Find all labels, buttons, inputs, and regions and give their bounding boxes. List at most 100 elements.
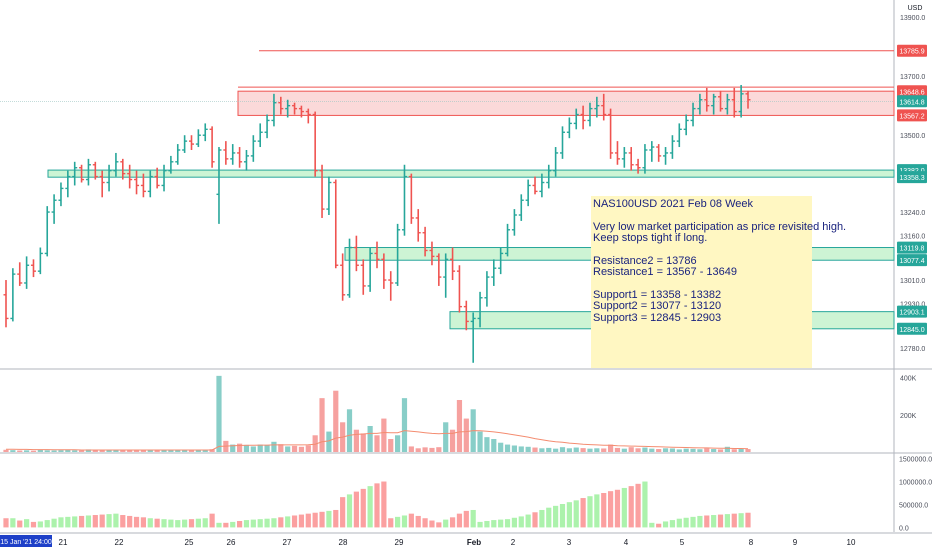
volume-bar[interactable]: [78, 450, 85, 452]
oscillator-bar[interactable]: [285, 516, 291, 528]
oscillator-bar[interactable]: [257, 519, 263, 528]
volume-bar[interactable]: [566, 448, 572, 452]
volume-bar[interactable]: [539, 448, 545, 452]
oscillator-bar[interactable]: [388, 518, 394, 528]
oscillator-bar[interactable]: [463, 510, 469, 528]
oscillator-bar[interactable]: [724, 514, 730, 528]
volume-bar[interactable]: [456, 400, 463, 452]
oscillator-bar[interactable]: [106, 514, 112, 528]
oscillator-bar[interactable]: [601, 493, 607, 528]
volume-bar[interactable]: [285, 446, 291, 452]
volume-bar[interactable]: [65, 449, 71, 452]
volume-bar[interactable]: [99, 450, 105, 452]
oscillator-bar[interactable]: [731, 513, 737, 528]
oscillator-bar[interactable]: [154, 518, 160, 528]
oscillator-bar[interactable]: [607, 491, 614, 528]
oscillator-bar[interactable]: [511, 517, 518, 528]
oscillator-bar[interactable]: [250, 519, 256, 528]
oscillator-bar[interactable]: [243, 520, 250, 528]
oscillator-bar[interactable]: [456, 513, 463, 528]
oscillator-bar[interactable]: [443, 519, 449, 528]
volume-bar[interactable]: [278, 444, 284, 452]
oscillator-bar[interactable]: [78, 515, 85, 528]
oscillator-bar[interactable]: [340, 497, 346, 528]
oscillator-bar[interactable]: [360, 488, 366, 528]
volume-bar[interactable]: [408, 446, 414, 452]
oscillator-bar[interactable]: [58, 517, 64, 528]
oscillator-bar[interactable]: [539, 509, 545, 528]
oscillator-bar[interactable]: [312, 512, 318, 528]
volume-bar[interactable]: [559, 447, 566, 452]
volume-bar[interactable]: [649, 448, 655, 452]
volume-bar[interactable]: [3, 449, 9, 452]
oscillator-bar[interactable]: [614, 489, 621, 528]
oscillator-bar[interactable]: [449, 517, 456, 528]
volume-bar[interactable]: [51, 450, 57, 452]
oscillator-bar[interactable]: [113, 513, 119, 528]
volume-bar[interactable]: [326, 431, 332, 452]
oscillator-bar[interactable]: [223, 522, 229, 528]
volume-bar[interactable]: [711, 449, 717, 452]
oscillator-bar[interactable]: [353, 491, 359, 528]
volume-bar[interactable]: [312, 435, 318, 452]
volume-bar[interactable]: [44, 450, 50, 452]
oscillator-bar[interactable]: [676, 518, 682, 528]
volume-bar[interactable]: [10, 450, 16, 452]
volume-bar[interactable]: [498, 442, 504, 452]
oscillator-bar[interactable]: [175, 520, 181, 528]
oscillator-bar[interactable]: [278, 517, 284, 528]
oscillator-bar[interactable]: [291, 515, 298, 528]
oscillator-bar[interactable]: [298, 514, 305, 528]
oscillator-bar[interactable]: [346, 494, 353, 528]
volume-bar[interactable]: [738, 448, 744, 452]
volume-bar[interactable]: [346, 409, 353, 452]
volume-bar[interactable]: [395, 435, 401, 452]
oscillator-bar[interactable]: [10, 518, 16, 528]
oscillator-bar[interactable]: [209, 513, 215, 528]
oscillator-bar[interactable]: [37, 521, 43, 528]
volume-bar[interactable]: [147, 449, 153, 452]
volume-bar[interactable]: [243, 444, 250, 452]
oscillator-bar[interactable]: [415, 515, 421, 528]
oscillator-bar[interactable]: [51, 518, 57, 528]
oscillator-bar[interactable]: [147, 518, 153, 528]
oscillator-bar[interactable]: [236, 520, 243, 528]
oscillator-bar[interactable]: [628, 486, 634, 528]
volume-bar[interactable]: [690, 448, 696, 452]
volume-bar[interactable]: [463, 418, 469, 452]
volume-bar[interactable]: [133, 450, 140, 452]
oscillator-bar[interactable]: [140, 517, 147, 528]
volume-bar[interactable]: [24, 450, 30, 452]
volume-bar[interactable]: [436, 447, 442, 452]
oscillator-bar[interactable]: [202, 518, 208, 528]
volume-bar[interactable]: [422, 447, 428, 452]
volume-bar[interactable]: [511, 445, 518, 453]
oscillator-bar[interactable]: [717, 514, 724, 528]
oscillator-bar[interactable]: [580, 498, 586, 528]
oscillator-bar[interactable]: [573, 500, 579, 528]
volume-bar[interactable]: [587, 448, 593, 452]
oscillator-bar[interactable]: [333, 509, 339, 528]
zone-support1[interactable]: [47, 169, 895, 178]
volume-bar[interactable]: [250, 446, 256, 452]
oscillator-bar[interactable]: [436, 522, 442, 528]
volume-bar[interactable]: [553, 448, 559, 452]
volume-bar[interactable]: [635, 448, 641, 452]
volume-bar[interactable]: [161, 450, 167, 452]
oscillator-bar[interactable]: [422, 518, 428, 528]
oscillator-bar[interactable]: [395, 516, 401, 528]
oscillator-bar[interactable]: [127, 515, 133, 528]
oscillator-bar[interactable]: [65, 516, 71, 528]
volume-bar[interactable]: [374, 435, 380, 452]
oscillator-bar[interactable]: [17, 520, 23, 528]
oscillator-bar[interactable]: [120, 515, 126, 528]
oscillator-bar[interactable]: [656, 523, 662, 528]
volume-bar[interactable]: [264, 445, 270, 453]
oscillator-bar[interactable]: [195, 518, 201, 528]
oscillator-bar[interactable]: [271, 518, 277, 528]
volume-bar[interactable]: [546, 447, 552, 452]
volume-bar[interactable]: [642, 447, 648, 452]
volume-bar[interactable]: [580, 448, 586, 452]
volume-bar[interactable]: [731, 449, 737, 452]
volume-bar[interactable]: [58, 450, 64, 452]
